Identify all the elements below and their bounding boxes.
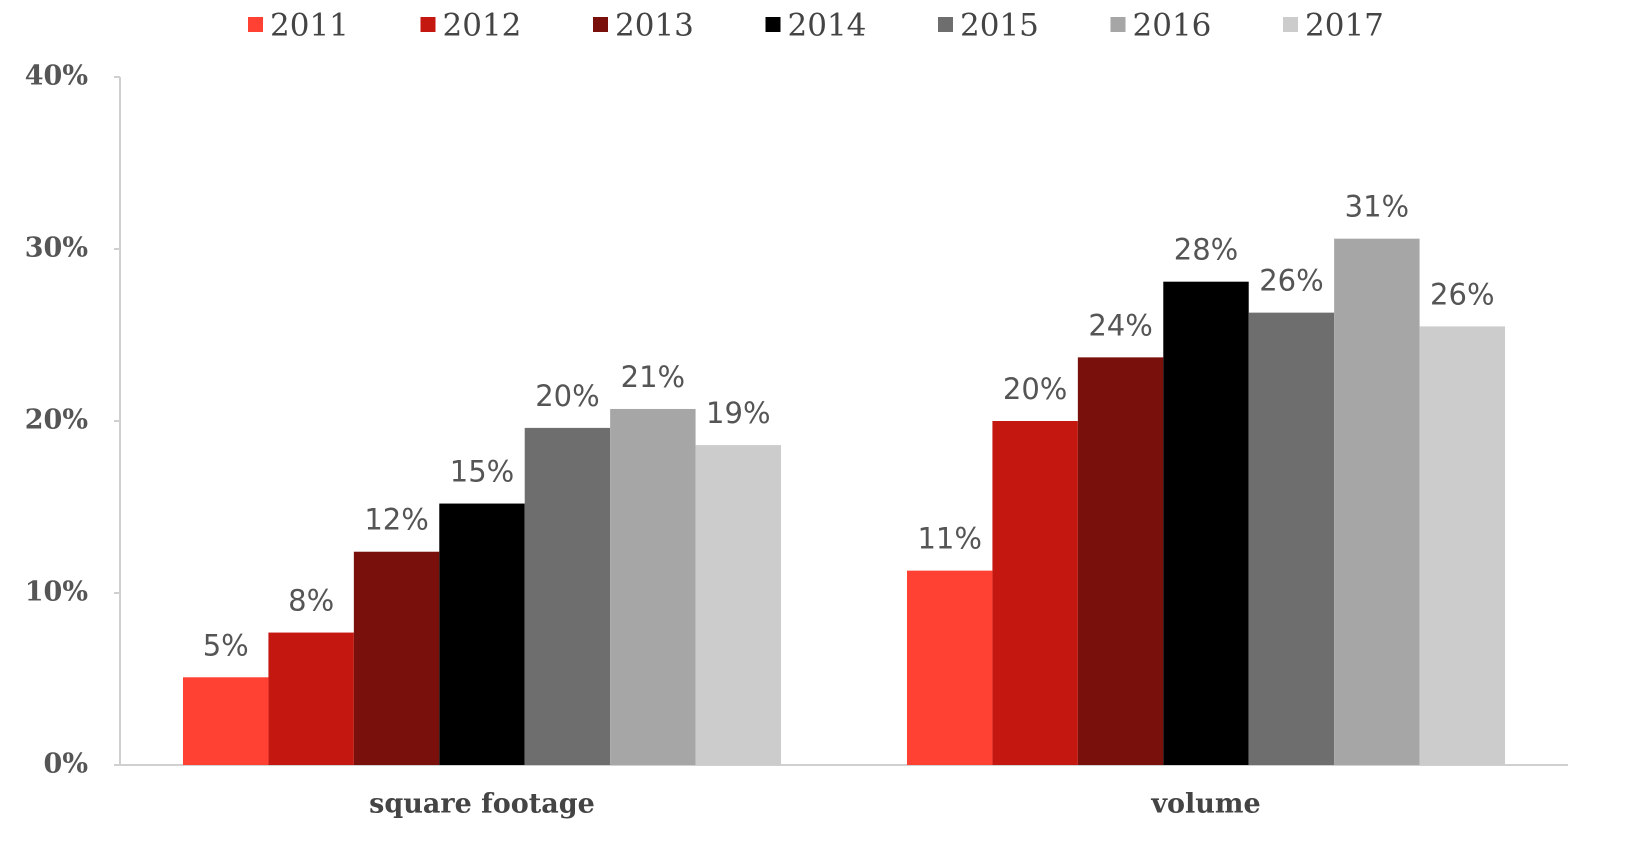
- legend-swatch: [1110, 17, 1126, 32]
- legend-swatch: [248, 17, 263, 32]
- legend-label: 2011: [270, 8, 349, 44]
- value-label: 5%: [203, 628, 249, 662]
- legend-swatch: [1283, 17, 1298, 32]
- bar: [353, 551, 440, 765]
- legend-swatch: [593, 17, 608, 32]
- value-label: 26%: [1430, 277, 1494, 311]
- x-tick-label: square footage: [369, 789, 595, 820]
- legend-label: 2016: [1133, 8, 1212, 44]
- y-tick-label: 10%: [25, 577, 88, 608]
- value-label: 26%: [1259, 264, 1323, 298]
- bar: [1077, 357, 1164, 765]
- bar: [992, 421, 1078, 765]
- bar: [268, 632, 354, 765]
- legend-label: 2017: [1305, 8, 1384, 44]
- bar: [182, 677, 269, 765]
- value-label: 28%: [1174, 233, 1238, 267]
- value-label: 31%: [1345, 190, 1409, 224]
- value-label: 20%: [535, 379, 599, 413]
- bar: [439, 503, 525, 765]
- legend-label: 2012: [443, 8, 522, 44]
- value-label: 20%: [1003, 372, 1067, 406]
- value-label: 21%: [621, 360, 685, 394]
- value-label: 8%: [288, 584, 334, 618]
- legend-label: 2015: [960, 8, 1039, 44]
- value-label: 12%: [364, 503, 428, 537]
- bar: [1419, 326, 1506, 765]
- legend-swatch: [765, 17, 781, 32]
- value-label: 24%: [1088, 308, 1152, 342]
- legend-swatch: [420, 17, 436, 32]
- legend-swatch: [938, 17, 953, 32]
- bar: [610, 408, 696, 765]
- legend-label: 2013: [615, 8, 694, 44]
- x-tick-label: volume: [1150, 789, 1260, 820]
- bar: [1248, 312, 1335, 765]
- value-label: 19%: [706, 396, 770, 430]
- value-label: 11%: [917, 522, 981, 556]
- y-tick-label: 0%: [44, 749, 88, 780]
- value-label: 15%: [450, 455, 514, 489]
- y-tick-label: 30%: [25, 233, 88, 264]
- legend-label: 2014: [788, 8, 867, 44]
- bar: [524, 427, 611, 765]
- bar: [1163, 281, 1249, 765]
- y-tick-label: 40%: [25, 61, 88, 92]
- bar: [906, 570, 993, 765]
- bar: [695, 445, 782, 765]
- bar: [1334, 238, 1420, 765]
- y-tick-label: 20%: [25, 405, 88, 436]
